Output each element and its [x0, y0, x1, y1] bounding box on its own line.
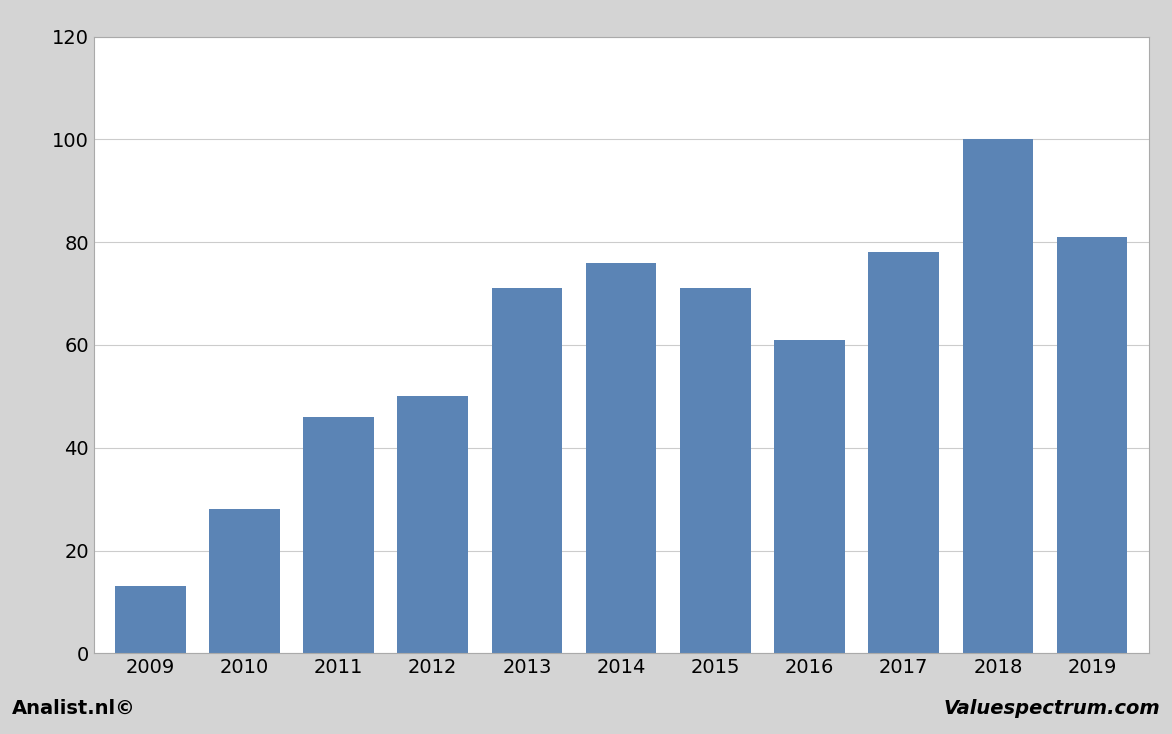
Text: Valuespectrum.com: Valuespectrum.com	[943, 699, 1160, 718]
Bar	[397, 396, 468, 653]
Bar	[115, 586, 185, 653]
Bar	[680, 288, 750, 653]
Bar	[586, 263, 656, 653]
Bar	[209, 509, 280, 653]
Bar	[962, 139, 1034, 653]
Bar	[868, 252, 939, 653]
Bar	[1057, 237, 1127, 653]
Bar	[775, 340, 845, 653]
Bar	[492, 288, 563, 653]
Text: Analist.nl©: Analist.nl©	[12, 699, 136, 718]
Bar	[304, 417, 374, 653]
